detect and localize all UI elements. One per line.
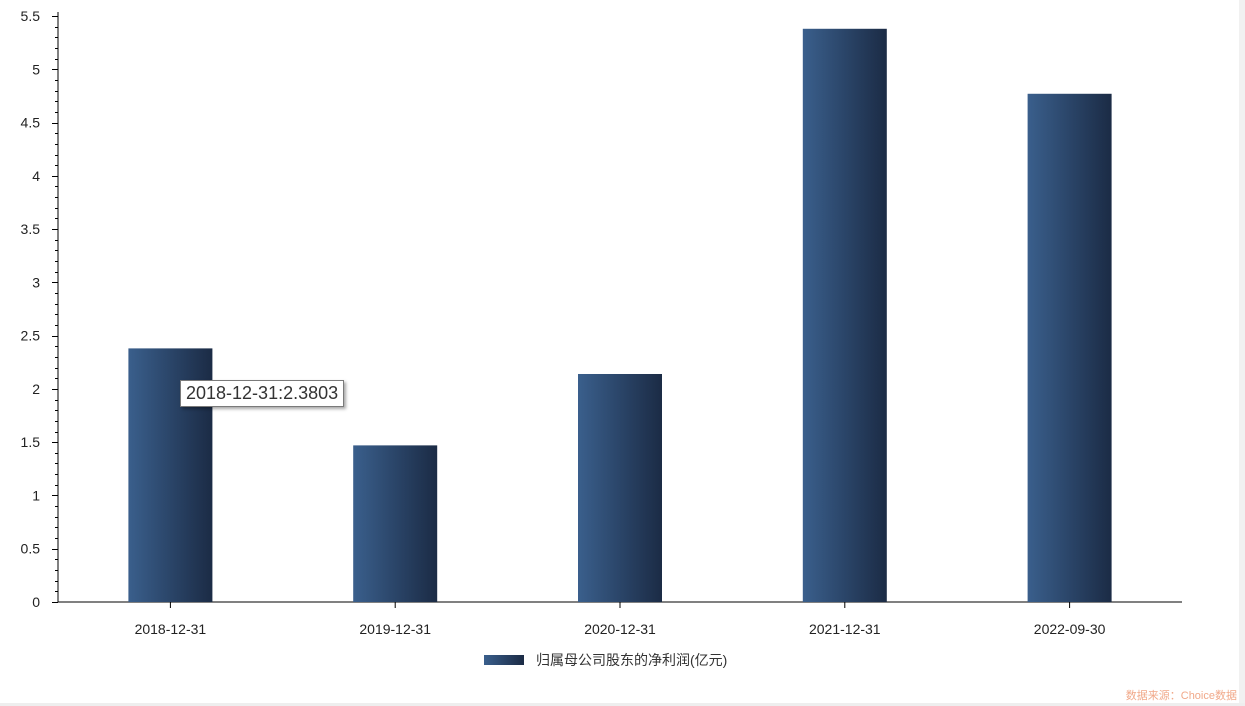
y-tick-label: 3.5: [21, 221, 41, 237]
tooltip: 2018-12-31:2.3803: [180, 380, 345, 407]
bar[interactable]: [802, 28, 887, 602]
bottom-divider: [0, 703, 1245, 706]
legend[interactable]: 归属母公司股东的净利润(亿元): [484, 650, 727, 670]
bar[interactable]: [578, 373, 662, 602]
y-tick-label: 0: [32, 594, 40, 610]
y-tick-label: 2.5: [21, 328, 41, 344]
x-tick-label: 2022-09-30: [1034, 621, 1106, 637]
y-tick-label: 1.5: [21, 434, 41, 450]
legend-label: 归属母公司股东的净利润(亿元): [536, 652, 728, 668]
x-tick-label: 2018-12-31: [135, 621, 207, 637]
bar[interactable]: [1027, 93, 1112, 602]
x-tick-labels: 2018-12-31 2019-12-31 2020-12-31 2021-12-31…: [135, 621, 1106, 637]
y-tick-label: 2: [32, 381, 40, 397]
bar[interactable]: [353, 445, 438, 602]
y-tick-label: 5.5: [21, 8, 41, 24]
x-tick-label: 2021-12-31: [809, 621, 881, 637]
axes: [52, 12, 1182, 608]
y-tick-labels: 0 0.5 1 1.5 2 2.5 3 3.5 4 4.5 5 5.5: [21, 8, 41, 610]
y-tick-label: 3: [32, 274, 40, 290]
y-tick-label: 4.5: [21, 115, 41, 131]
y-tick-label: 0.5: [21, 541, 41, 557]
scrollbar[interactable]: [1239, 0, 1245, 706]
y-tick-label: 4: [32, 168, 40, 184]
y-tick-label: 5: [32, 61, 40, 77]
legend-swatch: [484, 655, 524, 665]
x-tick-label: 2019-12-31: [359, 621, 431, 637]
x-tick-label: 2020-12-31: [584, 621, 656, 637]
y-tick-label: 1: [32, 487, 40, 503]
source-note: 数据来源：Choice数据: [1125, 690, 1237, 702]
bars: [128, 28, 1112, 602]
